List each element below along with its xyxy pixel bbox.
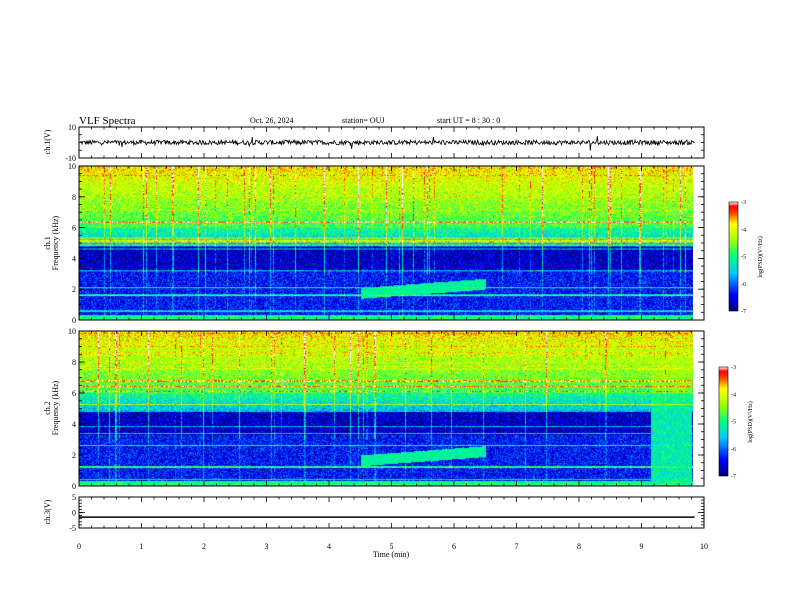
ch2-colorbar-bar [718,366,729,477]
ch1-waveform-ylabel: ch.1(V) [43,129,52,154]
colorbar-tick-label: -5 [741,255,746,261]
x-tick-label: 3 [265,542,269,551]
ch2-colorbar-label: log(PSD)(V²/Hz) [747,401,754,442]
y-tick-label: 0 [72,482,76,491]
colorbar-tick-label: -4 [741,227,746,233]
ch2-colorbar-ticks: -3 -4 -5 -6 -7 [731,365,736,480]
y-tick-label: 0 [72,509,76,518]
y-tick-label: 8 [72,193,76,202]
figure-title: VLF Spectra [79,115,136,127]
y-tick-label: -10 [65,154,76,163]
ch2-colorbar: -3 -4 -5 -6 -7 log(PSD)(V²/Hz) [718,365,754,480]
y-tick-label: -5 [69,524,76,533]
y-tick-label: 6 [72,389,76,398]
x-tick-label: 2 [202,542,206,551]
ch3-waveform-ylabel: ch.3(V) [43,499,52,524]
x-tick-label: 5 [390,542,394,551]
x-tick-label: 4 [327,542,331,551]
x-tick-label: 10 [700,542,708,551]
ch1-colorbar-ticks: -3 -4 -5 -6 -7 [741,200,746,315]
colorbar-tick-label: -3 [731,365,736,371]
x-tick-label: 1 [140,542,144,551]
colorbar-tick-label: -5 [731,420,736,426]
figure-station: station= OUJ [342,116,385,125]
ch1-spectrogram-ylabel-channel: ch.1 [43,236,52,250]
y-tick-label: 0 [72,316,76,325]
y-tick-label: 5 [72,493,76,502]
figure-date: Oct. 26, 2024 [250,116,294,125]
y-tick-label: 10 [68,123,76,132]
ch2-spectrogram-ylabel-channel: ch.2 [43,401,52,415]
y-tick-label: 10 [68,162,76,171]
x-tick-label: 0 [77,542,81,551]
colorbar-tick-label: -7 [741,309,746,315]
y-tick-label: 6 [72,224,76,233]
ch1-colorbar-label: log(PSD)(V²/Hz) [757,236,764,277]
x-tick-label: 9 [640,542,644,551]
colorbar-tick-label: -6 [741,282,746,288]
colorbar-tick-label: -3 [741,200,746,206]
figure-start-time: start UT = 8 : 30 : 0 [437,116,500,125]
y-tick-label: 4 [72,420,76,429]
x-tick-label: 6 [452,542,456,551]
y-tick-label: 10 [68,327,76,336]
y-tick-label: 2 [72,451,76,460]
ch1-spectrogram-ylabel-frequency: Frequency (kHz) [51,215,60,270]
ch2-spectrogram-ylabel-frequency: Frequency (kHz) [51,380,60,435]
x-axis-label: Time (min) [373,550,410,559]
ch2-spectrogram-image [79,331,693,486]
x-tick-label: 8 [577,542,581,551]
ch1-colorbar-bar [728,201,739,312]
y-tick-label: 2 [72,285,76,294]
y-tick-label: 4 [72,254,76,263]
axis-ticks [78,126,705,529]
ch1-colorbar: -3 -4 -5 -6 -7 log(PSD)(V²/Hz) [728,200,764,315]
y-tick-label: 8 [72,358,76,367]
ch1-spectrogram-image [79,166,693,320]
colorbar-tick-label: -4 [731,392,736,398]
colorbar-tick-label: -7 [731,474,736,480]
ch1-waveform-line [79,136,695,151]
colorbar-tick-label: -6 [731,447,736,453]
x-tick-label: 7 [515,542,519,551]
